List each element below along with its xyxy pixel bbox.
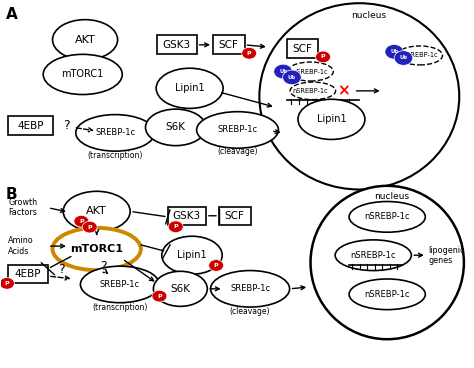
Text: P: P (214, 263, 219, 268)
Text: GSK3: GSK3 (173, 211, 201, 221)
Text: 4EBP: 4EBP (15, 269, 41, 279)
Text: lipogenic
genes: lipogenic genes (428, 245, 465, 265)
Text: P: P (157, 294, 162, 298)
Text: SREBP-1c: SREBP-1c (218, 125, 257, 134)
Text: (transcription): (transcription) (88, 151, 143, 160)
Text: nSREBP-1c: nSREBP-1c (402, 53, 438, 59)
Ellipse shape (349, 279, 425, 309)
Text: S6K: S6K (170, 284, 191, 294)
Ellipse shape (63, 191, 130, 231)
Text: nSREBP-1c: nSREBP-1c (365, 212, 410, 222)
Ellipse shape (349, 202, 425, 232)
Ellipse shape (53, 20, 118, 60)
Text: SCF: SCF (292, 43, 312, 53)
Text: Lipin1: Lipin1 (175, 83, 204, 93)
Text: nSREBP-1c: nSREBP-1c (293, 68, 328, 74)
Text: Lipin1: Lipin1 (317, 114, 346, 124)
Ellipse shape (210, 270, 290, 307)
Ellipse shape (335, 240, 411, 270)
Text: P: P (173, 224, 178, 229)
Text: (transcription): (transcription) (92, 302, 147, 312)
Text: P: P (79, 219, 83, 224)
Text: ?: ? (63, 119, 70, 132)
Circle shape (0, 277, 14, 289)
Text: SREBP-1c: SREBP-1c (95, 128, 136, 137)
Text: ×: × (337, 84, 349, 98)
Circle shape (394, 51, 413, 65)
Text: Ub: Ub (288, 75, 296, 80)
Circle shape (74, 215, 89, 227)
Ellipse shape (43, 54, 122, 95)
Text: nSREBP-1c: nSREBP-1c (350, 251, 396, 260)
Bar (213, 35, 245, 54)
Ellipse shape (76, 114, 155, 151)
Circle shape (274, 64, 292, 79)
Bar (168, 207, 206, 225)
Bar (9, 265, 48, 283)
Circle shape (152, 290, 167, 302)
Bar (157, 35, 197, 54)
Text: nSREBP-1c: nSREBP-1c (365, 290, 410, 299)
Text: Ub: Ub (400, 56, 408, 60)
Text: P: P (5, 281, 9, 286)
Circle shape (242, 47, 256, 59)
Text: P: P (87, 224, 92, 230)
Text: Lipin1: Lipin1 (177, 250, 207, 260)
Text: AKT: AKT (86, 206, 107, 216)
Ellipse shape (156, 68, 223, 109)
Circle shape (316, 51, 330, 63)
Ellipse shape (154, 271, 207, 306)
Circle shape (168, 221, 183, 233)
Text: mTORC1: mTORC1 (70, 244, 123, 254)
Ellipse shape (298, 99, 365, 139)
Text: P: P (321, 54, 325, 59)
Ellipse shape (146, 109, 206, 146)
Text: nSREBP-1c: nSREBP-1c (293, 88, 328, 94)
Text: A: A (6, 7, 18, 22)
Text: AKT: AKT (75, 35, 95, 45)
Ellipse shape (81, 266, 159, 303)
Text: GSK3: GSK3 (163, 40, 191, 50)
Text: Amino
Acids: Amino Acids (9, 236, 34, 256)
Text: Growth
Factors: Growth Factors (9, 198, 37, 217)
Bar (219, 207, 251, 225)
Circle shape (82, 221, 97, 233)
Ellipse shape (259, 3, 459, 190)
Bar (9, 116, 53, 135)
Ellipse shape (310, 186, 464, 339)
Text: nucleus: nucleus (351, 11, 386, 20)
Text: S6K: S6K (166, 123, 186, 132)
Circle shape (385, 45, 403, 59)
Text: 4EBP: 4EBP (17, 121, 44, 131)
Text: ?: ? (58, 263, 65, 276)
Text: mTORC1: mTORC1 (62, 70, 104, 79)
Text: B: B (6, 187, 18, 202)
Text: SCF: SCF (225, 211, 245, 221)
Ellipse shape (162, 236, 222, 274)
Text: Ub: Ub (279, 69, 287, 74)
Text: P: P (247, 51, 252, 56)
Circle shape (283, 70, 301, 85)
Bar (287, 39, 319, 58)
Text: SREBP-1c: SREBP-1c (230, 284, 270, 293)
Text: (cleavage): (cleavage) (217, 147, 258, 156)
Text: ?: ? (100, 260, 107, 273)
Text: SCF: SCF (219, 40, 238, 50)
Ellipse shape (197, 112, 278, 148)
Ellipse shape (53, 228, 141, 270)
Text: nucleus: nucleus (374, 192, 410, 201)
Text: (cleavage): (cleavage) (230, 307, 270, 316)
Text: SREBP-1c: SREBP-1c (100, 280, 140, 289)
Text: Ub: Ub (390, 49, 398, 54)
Circle shape (209, 259, 224, 271)
